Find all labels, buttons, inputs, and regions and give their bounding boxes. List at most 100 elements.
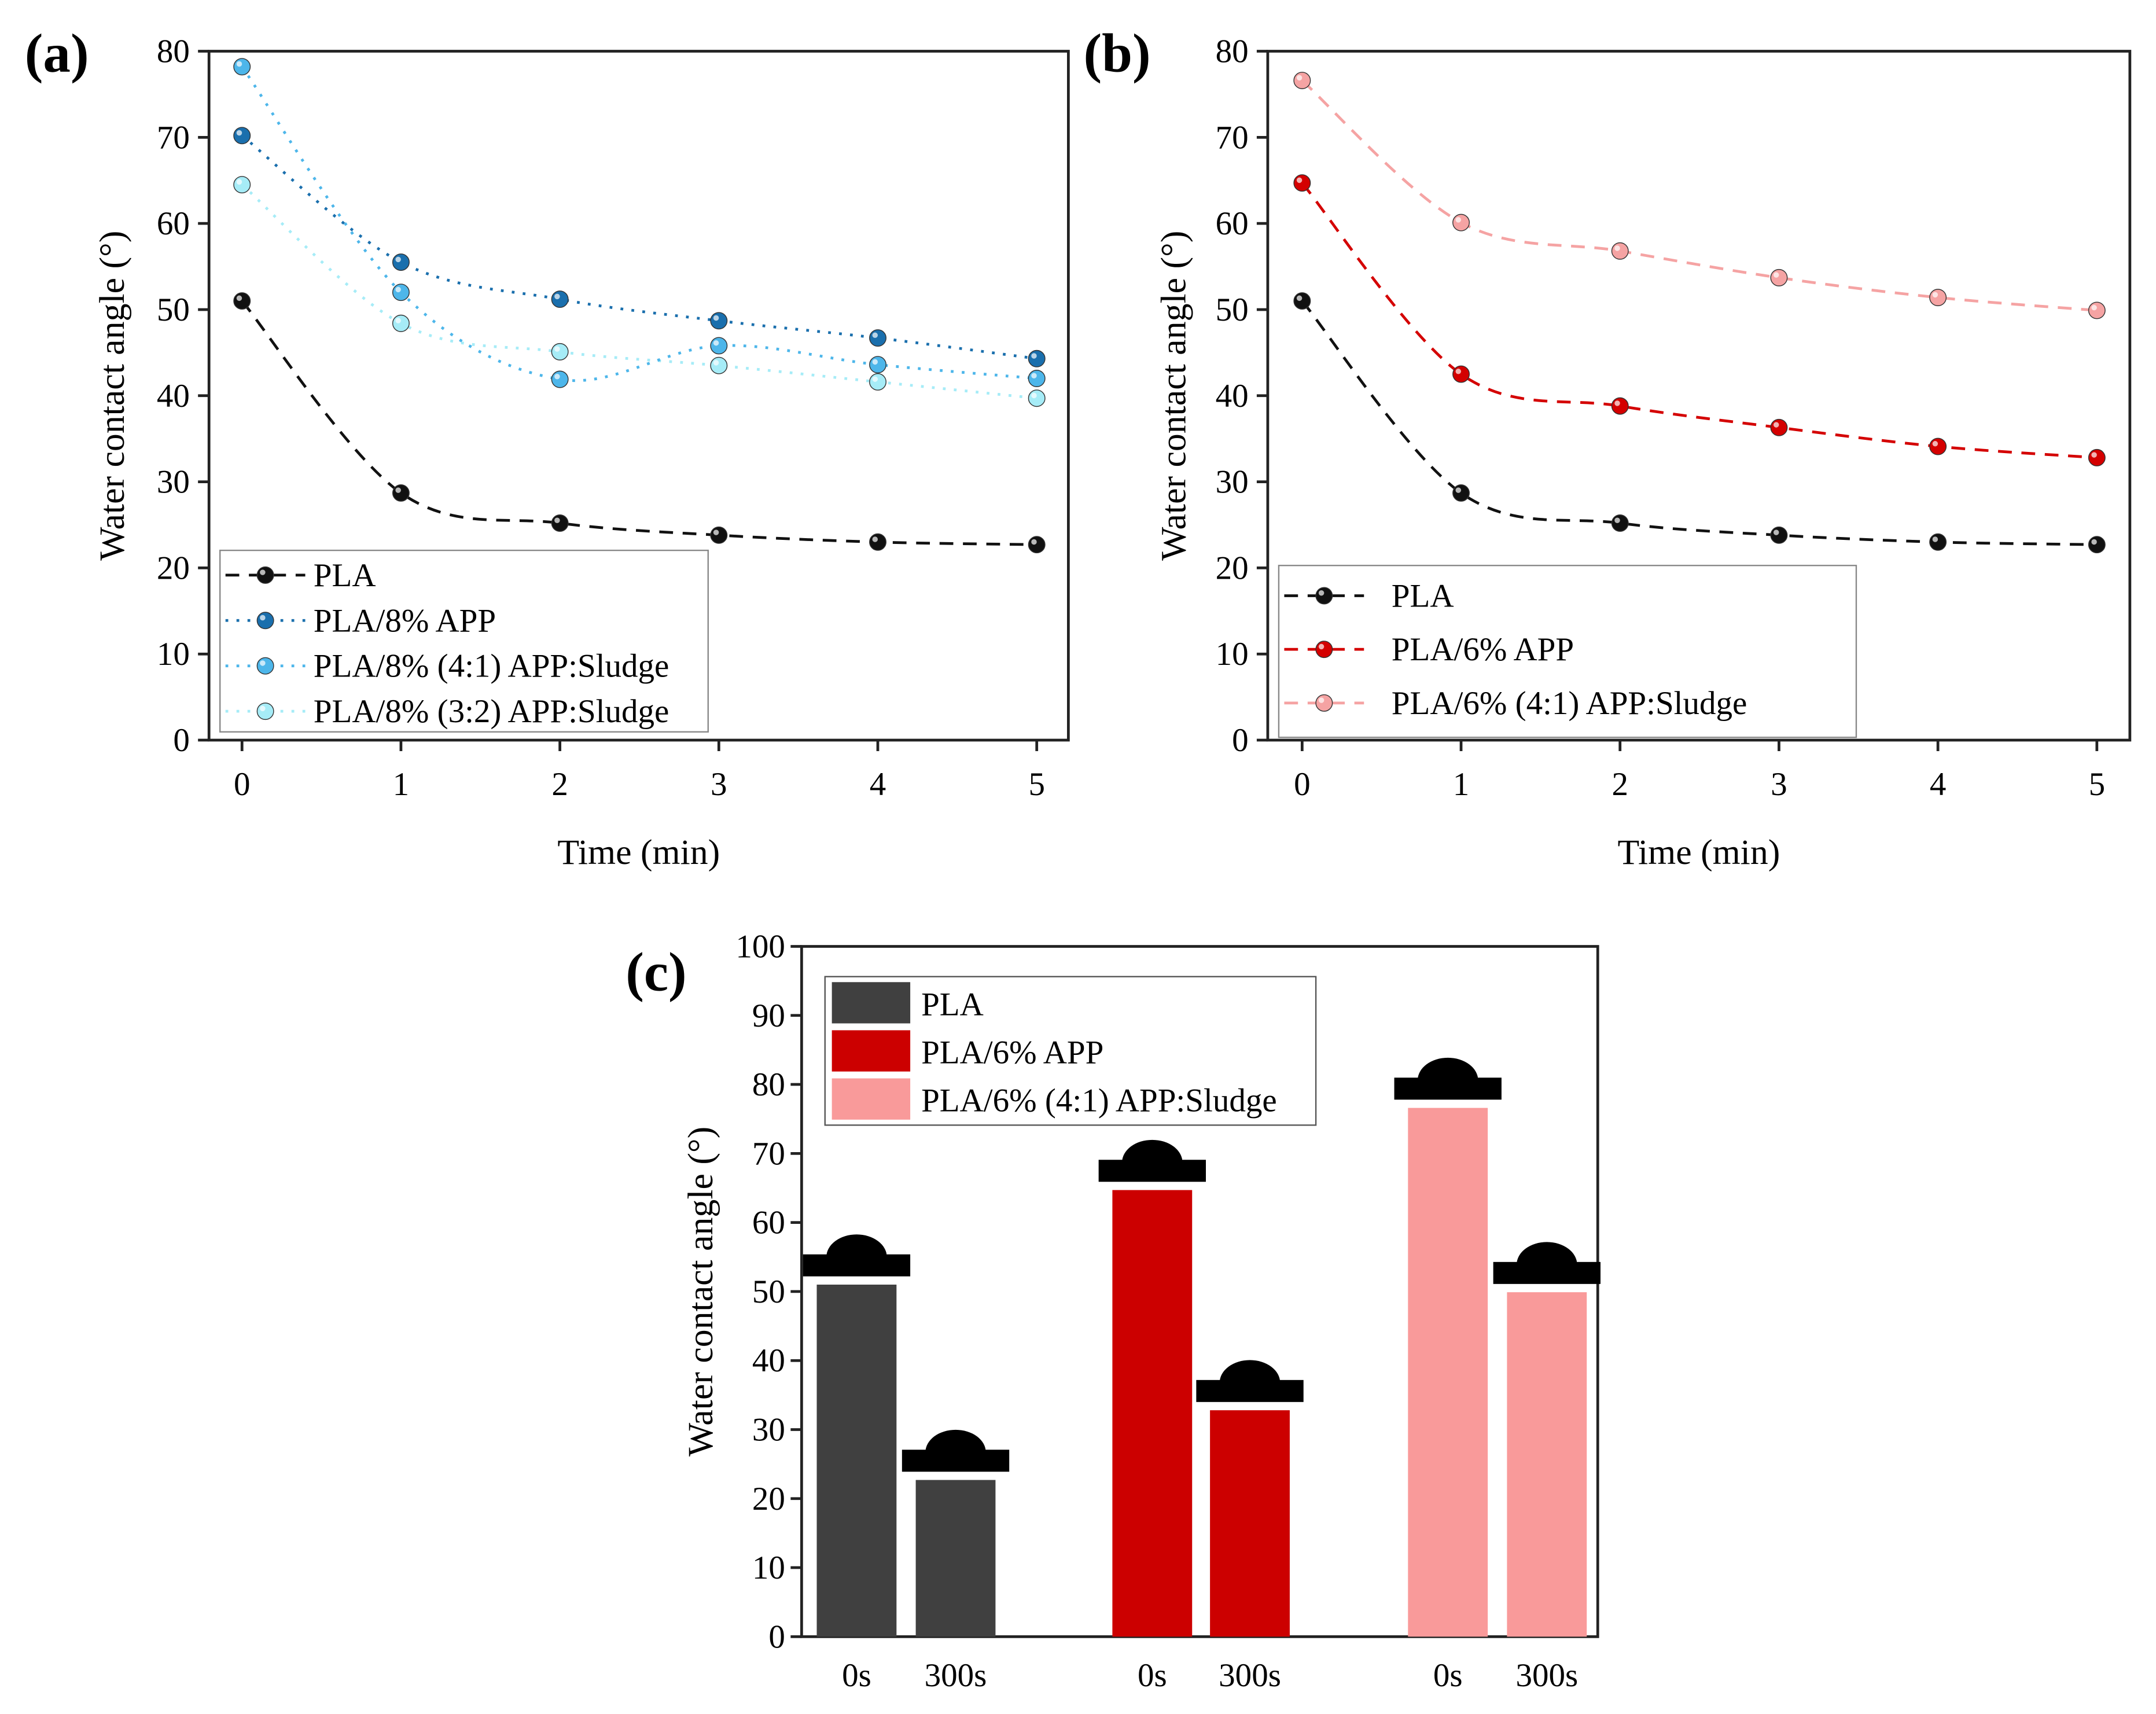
y-tick-label: 50	[1216, 292, 1249, 328]
legend-swatch	[832, 1030, 911, 1072]
y-tick-label: 10	[752, 1550, 785, 1586]
data-point	[1611, 242, 1629, 260]
x-tick-label: 5	[1028, 766, 1045, 803]
x-axis-label: Time (min)	[557, 833, 720, 872]
x-axis-label: Time (min)	[1617, 833, 1780, 872]
droplet-substrate	[1493, 1261, 1601, 1284]
point-highlight	[236, 179, 242, 185]
data-point	[2088, 448, 2106, 466]
y-tick-label: 60	[1216, 205, 1249, 242]
y-tick-label: 60	[157, 205, 190, 242]
legend-label: PLA/8% (4:1) APP:Sludge	[314, 648, 669, 685]
data-point	[1452, 365, 1470, 383]
y-tick-label: 60	[752, 1205, 785, 1241]
y-tick-label: 40	[752, 1342, 785, 1379]
x-tick-label: 0s	[1433, 1657, 1463, 1694]
series-line	[1301, 182, 2097, 459]
y-tick-label: 30	[1216, 464, 1249, 501]
bar-chart-c: (c) 0 10 20 30 40 50 60 70 80 90 100 Water contact a…	[626, 928, 1601, 1694]
data-point	[233, 176, 251, 194]
point-highlight	[395, 318, 401, 323]
x-tick-label: 5	[2089, 766, 2106, 803]
data-point	[1315, 587, 1333, 605]
data-point	[2088, 536, 2106, 554]
legend-swatch	[832, 982, 911, 1024]
point-highlight	[1773, 422, 1779, 428]
point-highlight	[713, 315, 719, 321]
panel-label: (b)	[1084, 23, 1151, 84]
data-point	[1028, 389, 1046, 407]
data-point	[551, 514, 569, 532]
point-highlight	[1455, 217, 1462, 223]
y-axis-label: Water contact angle (°)	[93, 231, 132, 561]
droplet-substrate	[1098, 1160, 1206, 1182]
y-tick-label: 20	[157, 550, 190, 586]
bar-group-pla: 0s 300s	[803, 1234, 1010, 1694]
data-point	[1929, 289, 1947, 307]
droplet-substrate	[902, 1450, 1010, 1472]
point-highlight	[713, 529, 719, 535]
data-point	[1452, 214, 1470, 231]
point-highlight	[236, 130, 242, 136]
data-point	[1452, 484, 1470, 502]
point-highlight	[554, 373, 560, 380]
series-line	[241, 65, 1037, 382]
point-highlight	[395, 256, 401, 263]
point-highlight	[713, 340, 719, 346]
point-highlight	[554, 517, 560, 524]
droplet-substrate	[1196, 1380, 1304, 1402]
data-point	[1293, 72, 1311, 90]
x-tick-label: 2	[551, 766, 568, 803]
data-point	[710, 356, 728, 374]
y-tick-label: 70	[1216, 119, 1249, 156]
legend-label: PLA/6% (4:1) APP:Sludge	[921, 1083, 1277, 1119]
data-point	[1611, 514, 1629, 532]
point-highlight	[1318, 643, 1324, 650]
y-tick-label: 80	[752, 1066, 785, 1103]
legend-label: PLA/6% APP	[1392, 631, 1574, 668]
data-point	[392, 284, 410, 301]
point-highlight	[1614, 400, 1620, 406]
series-line	[241, 183, 1037, 400]
point-highlight	[260, 615, 266, 621]
legend-label: PLA/8% (3:2) APP:Sludge	[314, 693, 669, 730]
y-axis-label: Water contact angle (°)	[681, 1127, 720, 1456]
data-point	[392, 253, 410, 271]
y-tick-label: 40	[157, 378, 190, 414]
droplet-icon	[1417, 1057, 1478, 1081]
x-tick-label: 0s	[842, 1657, 871, 1694]
point-highlight	[1031, 539, 1037, 545]
y-tick-label: 30	[157, 464, 190, 501]
x-tick-label: 3	[1771, 766, 1787, 803]
y-tick-label: 90	[752, 998, 785, 1034]
point-highlight	[1932, 536, 1938, 542]
y-tick-label: 20	[752, 1481, 785, 1517]
line-chart-b: (b) 0 10 20 30 40 50 60 70 80 0 1 2 3 4 5 Time (min) Wate…	[1084, 23, 2132, 872]
y-tick-label: 50	[752, 1274, 785, 1310]
legend-label: PLA/6% (4:1) APP:Sludge	[1392, 685, 1747, 722]
legend: PLA PLA/6% APP PLA/6% (4:1) APP:Sludge	[1278, 565, 1857, 738]
legend-label: PLA/6% APP	[921, 1034, 1103, 1071]
point-highlight	[395, 286, 401, 293]
data-point	[710, 337, 728, 355]
y-tick-label: 50	[157, 292, 190, 328]
data-point	[256, 702, 274, 720]
series-pla	[233, 292, 1046, 554]
data-point	[869, 329, 886, 347]
point-highlight	[395, 487, 401, 493]
bar	[1507, 1292, 1587, 1637]
data-point	[1611, 397, 1629, 415]
data-point	[1770, 268, 1788, 286]
point-highlight	[1318, 697, 1324, 703]
point-highlight	[1318, 590, 1324, 596]
x-tick-label: 2	[1612, 766, 1628, 803]
point-highlight	[1773, 529, 1779, 535]
series-pla	[1293, 292, 2106, 554]
y-tick-label: 80	[157, 34, 190, 70]
y-tick-label: 40	[1216, 378, 1249, 414]
series-pla-6-4-1-app-sludge	[1293, 72, 2106, 319]
droplet-substrate	[1394, 1077, 1502, 1100]
legend-box	[1278, 565, 1857, 738]
droplet-icon	[826, 1234, 887, 1257]
